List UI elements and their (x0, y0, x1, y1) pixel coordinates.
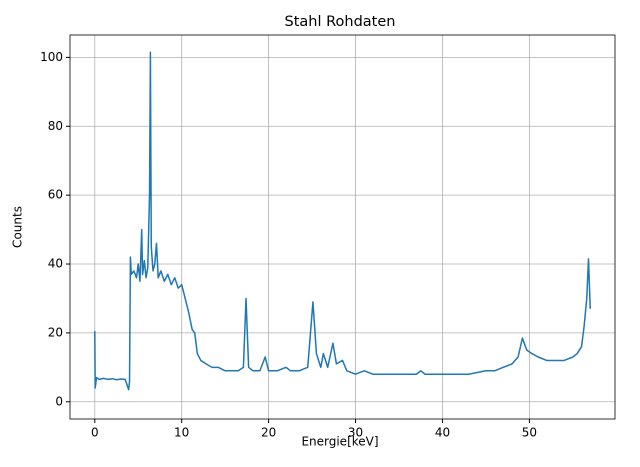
y-tick-label: 20 (48, 325, 63, 339)
x-tick-label: 40 (435, 426, 450, 440)
x-tick-label: 30 (348, 426, 363, 440)
y-tick-label: 60 (48, 188, 63, 202)
data-line (94, 51, 591, 391)
x-axis-label: Energie[keV] (301, 435, 378, 449)
y-tick-label: 100 (40, 50, 63, 64)
y-tick-label: 0 (55, 394, 63, 408)
y-axis-label: Counts (11, 206, 25, 248)
x-tick-label: 20 (261, 426, 276, 440)
plot-frame (69, 34, 616, 420)
y-tick-label: 80 (48, 119, 63, 133)
chart-title: Stahl Rohdaten (285, 14, 396, 30)
x-tick-label: 10 (174, 426, 189, 440)
x-tick-label: 0 (91, 426, 99, 440)
y-tick-label: 40 (48, 257, 63, 271)
x-tick-label: 50 (522, 426, 537, 440)
